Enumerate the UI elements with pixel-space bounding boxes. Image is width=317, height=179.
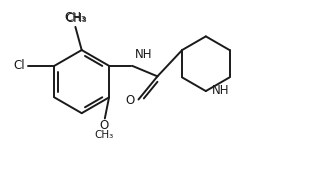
Text: NH: NH (212, 84, 230, 96)
Text: CH₃: CH₃ (65, 11, 86, 24)
Text: Cl: Cl (13, 59, 25, 72)
Text: NH: NH (135, 48, 153, 61)
Text: O: O (99, 120, 108, 132)
Text: O: O (125, 94, 134, 107)
Text: CH₃: CH₃ (94, 130, 113, 140)
Text: CH₃: CH₃ (66, 12, 87, 25)
